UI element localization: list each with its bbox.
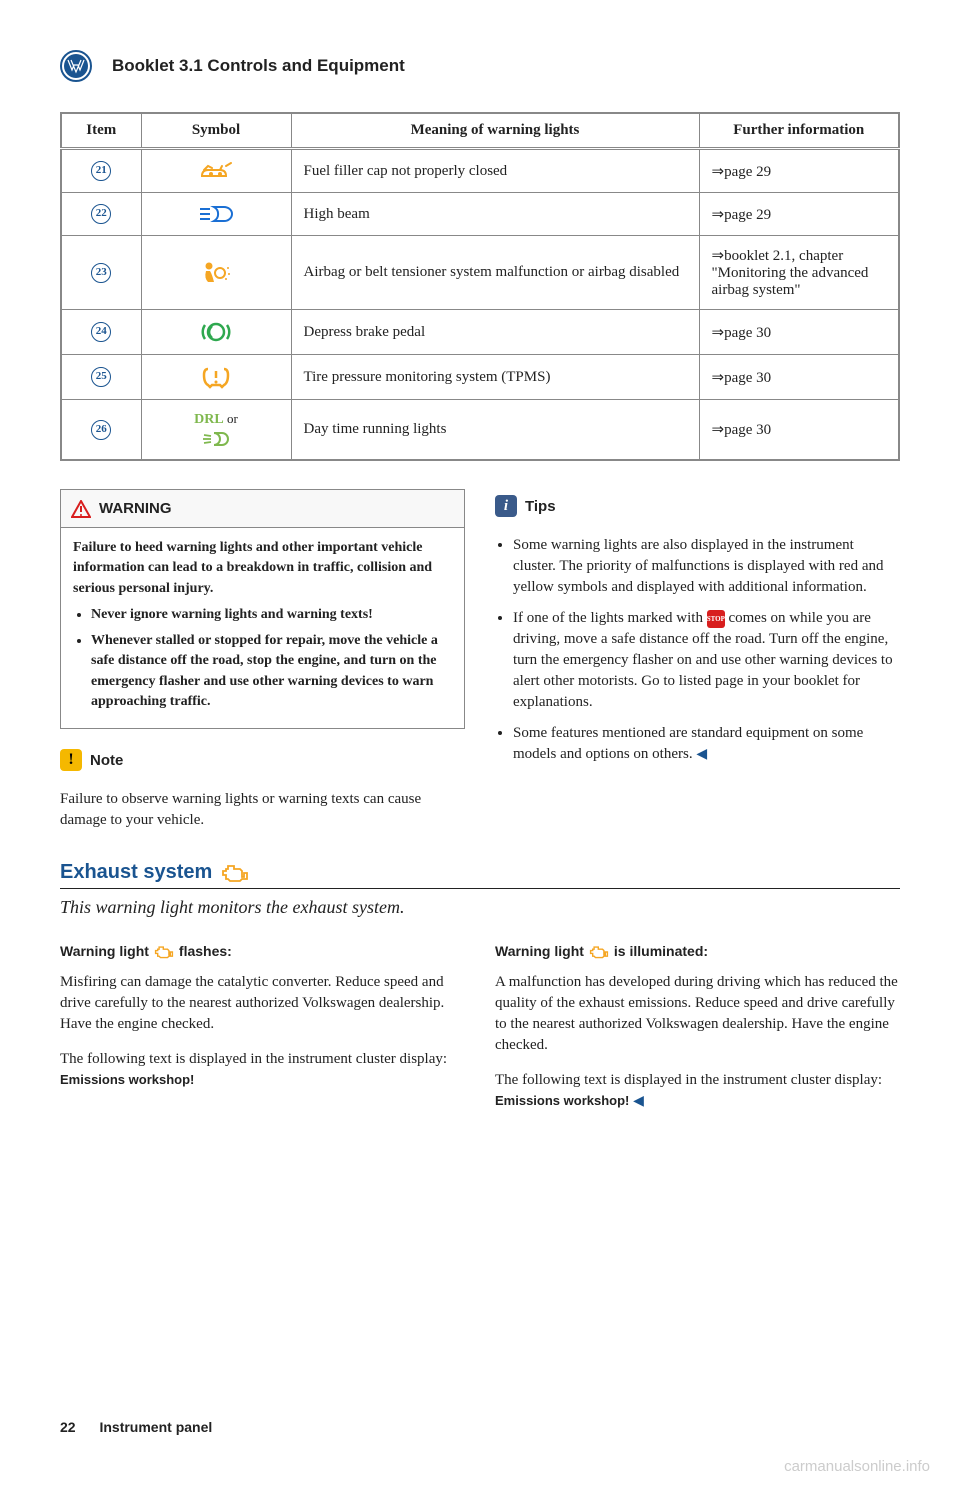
wl-suffix: is illuminated: [614, 942, 708, 962]
info-cell: ⇒page 29 [699, 193, 899, 236]
drl-lamp-icon [200, 430, 232, 448]
engine-icon [222, 863, 248, 883]
meaning-cell: Fuel filler cap not properly closed [291, 149, 699, 193]
table-row: 22 High beam ⇒page 29 [61, 193, 899, 236]
tips-header: i Tips [495, 495, 900, 517]
meaning-cell: Airbag or belt tensioner system malfunct… [291, 236, 699, 310]
note-label: Note [90, 750, 123, 771]
right-column: i Tips Some warning lights are also disp… [495, 489, 900, 831]
item-number: 21 [91, 161, 111, 181]
tips-bullet: If one of the lights marked with STOP co… [513, 608, 900, 713]
page-header: Booklet 3.1 Controls and Equipment [60, 50, 900, 82]
drl-or: or [224, 411, 238, 426]
item-number: 25 [91, 367, 111, 387]
warning-triangle-icon [71, 500, 91, 518]
exhaust-columns: Warning light flashes: Misfiring can dam… [60, 942, 900, 1126]
exhaust-right-heading: Warning light is illuminated: [495, 942, 900, 962]
item-number: 24 [91, 322, 111, 342]
exhaust-left: Warning light flashes: Misfiring can dam… [60, 942, 465, 1126]
meaning-cell: High beam [291, 193, 699, 236]
engine-icon-small [154, 945, 174, 959]
tips-bullet-text: Some features mentioned are standard equ… [513, 725, 863, 762]
info-cell: ⇒page 30 [699, 400, 899, 461]
exhaust-left-heading: Warning light flashes: [60, 942, 465, 962]
warning-box-header: WARNING [61, 490, 464, 528]
page-section: Instrument panel [99, 1419, 212, 1435]
th-symbol: Symbol [141, 113, 291, 149]
booklet-title: Booklet 3.1 Controls and Equipment [112, 56, 405, 76]
table-row: 25 Tire pressure monitoring system (TPMS… [61, 355, 899, 400]
warning-lights-table: Item Symbol Meaning of warning lights Fu… [60, 112, 900, 461]
table-row: 23 Airbag or belt tensioner system malfu… [61, 236, 899, 310]
airbag-icon [198, 260, 234, 286]
exhaust-right-p2: The following text is displayed in the i… [495, 1070, 900, 1112]
warning-bullet: Whenever stalled or stopped for repair, … [91, 631, 452, 712]
exhaust-right-p1: A malfunction has developed during drivi… [495, 972, 900, 1056]
meaning-cell: Depress brake pedal [291, 310, 699, 355]
wl-suffix: flashes: [179, 942, 232, 962]
fuel-cap-icon [198, 160, 234, 182]
p2-bold: Emissions workshop! [60, 1072, 194, 1087]
table-row: 26 DRL or Day time running lights ⇒page … [61, 400, 899, 461]
meaning-cell: Day time running lights [291, 400, 699, 461]
tpms-icon [200, 365, 232, 389]
tips-bullet: Some warning lights are also displayed i… [513, 535, 900, 598]
table-row: 24 Depress brake pedal ⇒page 30 [61, 310, 899, 355]
warning-box-body: Failure to heed warning lights and other… [61, 528, 464, 728]
item-number: 26 [91, 420, 111, 440]
info-cell: ⇒page 29 [699, 149, 899, 193]
note-header: ! Note [60, 749, 465, 771]
tips-bullet: Some features mentioned are standard equ… [513, 723, 900, 765]
page-footer: 22 Instrument panel [60, 1419, 212, 1435]
info-cell: ⇒page 30 [699, 355, 899, 400]
tips-label: Tips [525, 496, 556, 517]
info-cell: ⇒page 30 [699, 310, 899, 355]
wl-prefix: Warning light [495, 942, 584, 962]
meaning-cell: Tire pressure monitoring system (TPMS) [291, 355, 699, 400]
tips-list: Some warning lights are also displayed i… [495, 535, 900, 765]
item-number: 23 [91, 263, 111, 283]
th-info: Further information [699, 113, 899, 149]
table-row: 21 Fuel filler cap not properly closed ⇒… [61, 149, 899, 193]
exhaust-heading: Exhaust system [60, 861, 900, 889]
warning-box: WARNING Failure to heed warning lights a… [60, 489, 465, 729]
exhaust-subtitle: This warning light monitors the exhaust … [60, 897, 900, 918]
left-column: WARNING Failure to heed warning lights a… [60, 489, 465, 831]
note-text: Failure to observe warning lights or war… [60, 789, 465, 831]
info-columns: WARNING Failure to heed warning lights a… [60, 489, 900, 831]
warning-label: WARNING [99, 498, 172, 519]
item-number: 22 [91, 204, 111, 224]
vw-logo-icon [60, 50, 92, 82]
exhaust-right: Warning light is illuminated: A malfunct… [495, 942, 900, 1126]
tips-icon: i [495, 495, 517, 517]
page-number: 22 [60, 1419, 76, 1435]
end-marker-icon: ◀ [696, 747, 707, 762]
end-marker-icon: ◀ [633, 1094, 644, 1109]
exhaust-left-p2: The following text is displayed in the i… [60, 1049, 465, 1091]
brake-pedal-icon [200, 320, 232, 344]
table-header-row: Item Symbol Meaning of warning lights Fu… [61, 113, 899, 149]
exhaust-title: Exhaust system [60, 861, 212, 884]
p2-lead: The following text is displayed in the i… [495, 1072, 882, 1088]
note-icon: ! [60, 749, 82, 771]
high-beam-icon [196, 203, 236, 225]
stop-badge-icon: STOP [707, 610, 725, 628]
p2-lead: The following text is displayed in the i… [60, 1051, 447, 1067]
wl-prefix: Warning light [60, 942, 149, 962]
drl-text: DRL [194, 412, 224, 427]
p2-bold: Emissions workshop! [495, 1093, 629, 1108]
watermark: carmanualsonline.info [784, 1458, 930, 1475]
exhaust-left-p1: Misfiring can damage the catalytic conve… [60, 972, 465, 1035]
warning-intro: Failure to heed warning lights and other… [73, 538, 452, 599]
info-cell: ⇒booklet 2.1, chapter "Monitoring the ad… [699, 236, 899, 310]
th-meaning: Meaning of warning lights [291, 113, 699, 149]
engine-icon-small [589, 945, 609, 959]
warning-bullet: Never ignore warning lights and warning … [91, 605, 452, 625]
th-item: Item [61, 113, 141, 149]
